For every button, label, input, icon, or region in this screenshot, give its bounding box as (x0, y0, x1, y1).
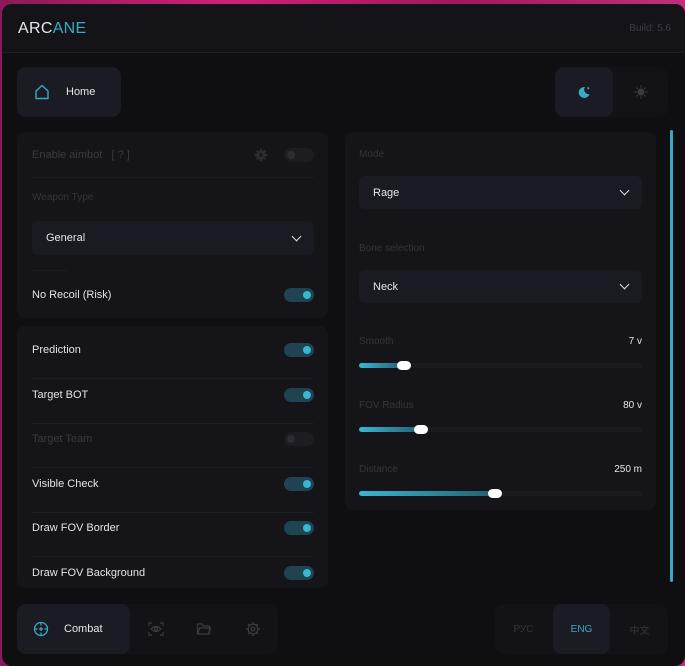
option-row: Target Team (32, 431, 314, 447)
option-label: Draw FOV Background (32, 566, 146, 579)
slider-label: Smooth (359, 336, 394, 347)
bone-value: Neck (373, 280, 399, 293)
scrollbar[interactable] (670, 130, 673, 582)
enable-aimbot-row: Enable aimbot [ ? ] (32, 146, 314, 164)
slider-track[interactable] (359, 360, 642, 370)
weapon-type-select[interactable]: General (32, 221, 314, 255)
option-label: Target BOT (32, 388, 89, 401)
option-row: Prediction (32, 342, 314, 358)
nav-visuals[interactable] (130, 604, 182, 654)
option-label: Prediction (32, 344, 81, 356)
options-panel: Prediction Target BOT Target Team Visibl… (17, 326, 328, 588)
crosshair-icon (33, 621, 49, 637)
option-row: Draw FOV Background (32, 565, 314, 581)
weapon-type-label: Weapon Type (32, 192, 94, 203)
chevron-down-icon (619, 279, 630, 290)
chevron-down-icon (291, 231, 302, 241)
slider-value: 250 m (614, 464, 642, 475)
mode-select[interactable]: Rage (359, 176, 642, 209)
logo-text: ARC (18, 20, 53, 37)
slider-value: 7 v (628, 336, 642, 347)
language-option[interactable]: РУС (513, 623, 534, 635)
nav-configs[interactable] (178, 604, 230, 654)
no-recoil-toggle[interactable] (284, 288, 314, 302)
help-hint[interactable]: [ ? ] (111, 149, 130, 161)
slider-label: Distance (359, 464, 398, 475)
nav-combat-label: Combat (64, 623, 103, 635)
slider-value: 80 v (623, 400, 642, 411)
slider-fill (359, 427, 422, 432)
weapon-type-value: General (46, 232, 86, 244)
slider-track[interactable] (359, 424, 642, 434)
enable-aimbot-toggle[interactable] (284, 148, 314, 162)
option-toggle[interactable] (284, 521, 314, 535)
logo-accent: ANE (52, 20, 87, 37)
slider-track[interactable] (359, 488, 642, 498)
moon-icon (578, 86, 590, 98)
gear-icon (246, 622, 260, 636)
option-label: Draw FOV Border (32, 522, 120, 534)
no-recoil-label: No Recoil (Risk) (32, 289, 112, 301)
light-theme-button[interactable] (613, 67, 668, 117)
option-toggle[interactable] (284, 565, 314, 580)
no-recoil-row: No Recoil (Risk) (32, 287, 314, 303)
build-version: Build: 5.6 (629, 23, 671, 34)
dark-theme-button[interactable] (555, 67, 613, 117)
mode-label: Mode (359, 149, 385, 160)
logo: ARCANE (18, 20, 87, 38)
option-row: Target BOT (32, 387, 314, 403)
eye-scan-icon (148, 622, 164, 636)
slider-handle[interactable] (487, 488, 502, 498)
language-option[interactable]: ENG (553, 604, 610, 654)
mode-value: Rage (373, 186, 400, 199)
nav-settings[interactable] (227, 604, 279, 654)
nav-combat[interactable]: Combat (17, 604, 130, 654)
option-row: Draw FOV Border (32, 520, 314, 536)
app-window: ARCANE Build: 5.6 Home Enable aimbot [ ?… (2, 4, 685, 666)
folder-icon (196, 623, 212, 635)
aimbot-panel: Enable aimbot [ ? ] Weapon Type General … (17, 132, 328, 318)
option-toggle[interactable] (284, 387, 314, 402)
home-label: Home (66, 86, 96, 98)
gear-icon[interactable] (254, 148, 268, 162)
enable-aimbot-label: Enable aimbot [ ? ] (32, 149, 130, 161)
slider-fill (359, 363, 405, 368)
option-toggle[interactable] (284, 432, 314, 446)
home-button[interactable]: Home (17, 67, 121, 117)
slider-fill (359, 491, 495, 496)
header: ARCANE Build: 5.6 (2, 4, 685, 53)
settings-panel: Mode Rage Bone selection Neck Smooth 7 v… (345, 132, 656, 510)
option-toggle[interactable] (284, 476, 314, 491)
slider-label: FOV Radius (359, 400, 414, 411)
option-toggle[interactable] (284, 343, 314, 357)
option-label: Visible Check (32, 477, 99, 490)
home-icon (35, 84, 49, 100)
sun-icon (634, 85, 647, 99)
option-label: Target Team (32, 433, 93, 445)
bone-selection-select[interactable]: Neck (359, 270, 642, 303)
slider-handle[interactable] (397, 360, 412, 370)
slider-handle[interactable] (414, 424, 429, 434)
bone-selection-label: Bone selection (359, 243, 425, 254)
chevron-down-icon (619, 185, 630, 196)
language-option[interactable]: 中文 (629, 625, 650, 637)
option-row: Visible Check (32, 476, 314, 492)
